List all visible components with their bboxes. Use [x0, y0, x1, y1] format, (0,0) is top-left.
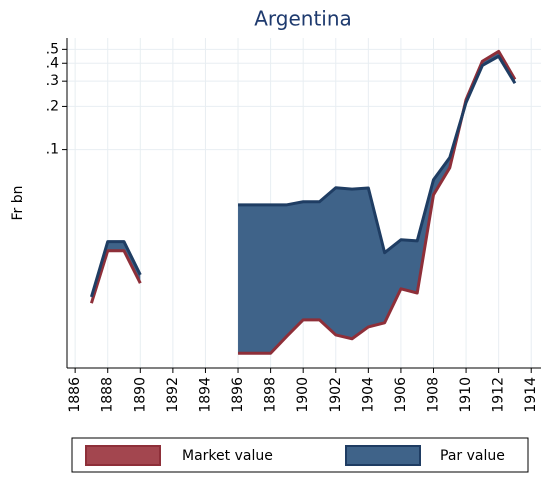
x-tick-label: 1914	[523, 377, 539, 413]
x-tick-label: 1894	[197, 377, 213, 413]
chart-title: Argentina	[254, 7, 352, 31]
x-tick-label: 1898	[263, 377, 279, 413]
x-tick-label: 1912	[491, 377, 507, 413]
x-tick-label: 1908	[425, 377, 441, 413]
legend-label: Par value	[440, 448, 505, 464]
market-line	[90, 249, 142, 304]
y-tick-label: .3	[46, 73, 59, 89]
y-tick-label: .2	[46, 98, 59, 114]
y-tick-label: .5	[46, 41, 59, 57]
x-tick-label: 1896	[230, 377, 246, 413]
x-tick-label: 1904	[360, 377, 376, 413]
legend-label: Market value	[182, 448, 273, 464]
y-axis-label: Fr bn	[10, 186, 26, 221]
x-tick-label: 1902	[328, 377, 344, 413]
y-tick-label: .1	[46, 142, 59, 158]
legend-swatch	[85, 445, 161, 466]
x-tick-label: 1910	[458, 377, 474, 413]
y-tick-label: .4	[46, 55, 59, 71]
par-line	[89, 240, 142, 298]
x-tick-label: 1888	[100, 377, 116, 413]
range-area	[238, 51, 515, 354]
x-tick-label: 1890	[132, 377, 148, 413]
x-tick-label: 1886	[67, 377, 83, 413]
x-tick-label: 1892	[165, 377, 181, 413]
par-line	[238, 54, 517, 255]
x-tick-label: 1906	[393, 377, 409, 413]
legend-swatch	[345, 445, 421, 466]
x-tick-label: 1900	[295, 377, 311, 413]
